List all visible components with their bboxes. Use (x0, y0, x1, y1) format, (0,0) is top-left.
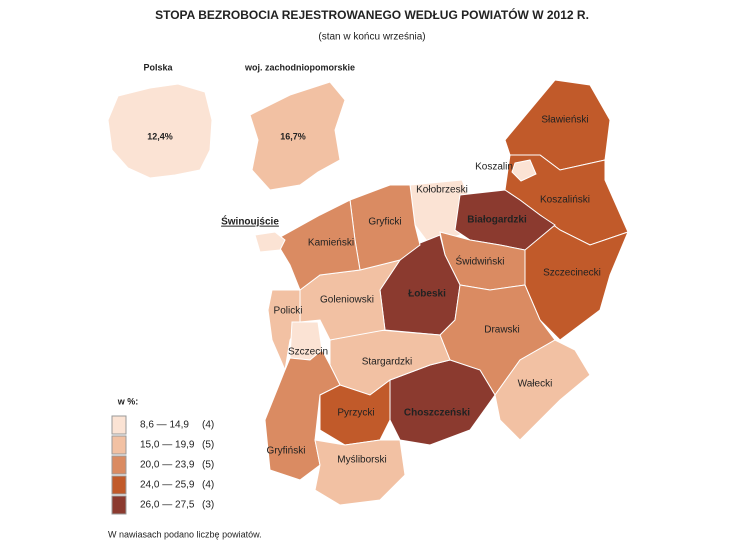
county-label: Gryfiński (267, 446, 306, 457)
county (274, 199, 361, 291)
legend-swatch (111, 435, 127, 455)
inset-name: Polska (143, 62, 173, 72)
county-label: Myśliborski (337, 455, 386, 466)
county (314, 439, 406, 506)
county-label: Kamieński (308, 238, 354, 249)
county-label: Świnoujście (221, 215, 279, 228)
county (454, 189, 556, 251)
inset-region (249, 81, 346, 191)
county (319, 379, 391, 446)
county-label: Wałecki (518, 379, 553, 390)
county-labels: Sławieński Koszaliński Koszalin Szczecineck… (221, 115, 601, 466)
inset-name: woj. zachodniopomorskie (244, 62, 355, 72)
legend-count: (5) (202, 440, 214, 451)
county (494, 339, 591, 441)
county (511, 159, 537, 182)
county-label: Koszaliński (540, 195, 590, 206)
legend-range: 20,0 — 23,9 (140, 460, 195, 471)
county-label: Łobeski (408, 289, 446, 300)
inset-value: 16,7% (280, 131, 306, 141)
county-label: Stargardzki (362, 357, 413, 368)
legend-swatch (111, 415, 127, 435)
county-label: Choszczeński (404, 408, 470, 419)
county-label: Pyrzycki (337, 408, 374, 419)
county (254, 231, 286, 253)
county-label: Goleniowski (320, 295, 374, 306)
county-label: Policki (274, 306, 303, 317)
legend-range: 8,6 — 14,9 (140, 420, 189, 431)
legend-count: (3) (202, 500, 214, 511)
counties (254, 79, 629, 506)
legend-swatch (111, 495, 127, 515)
county-label: Gryficki (368, 217, 401, 228)
county-label: Drawski (484, 325, 520, 336)
legend-count: (5) (202, 460, 214, 471)
county-label: Świdwiński (456, 255, 505, 268)
legend-title: w %: (117, 396, 139, 406)
subtitle: (stan w końcu września) (318, 32, 425, 43)
county-label: Kołobrzeski (416, 185, 468, 196)
county-label: Szczecinecki (543, 268, 601, 279)
title: STOPA BEZROBOCIA REJESTROWANEGO WEDŁUG P… (155, 7, 589, 22)
legend-range: 15,0 — 19,9 (140, 440, 195, 451)
county-label: Szczecin (288, 347, 328, 358)
county-label: Koszalin (475, 162, 513, 173)
footnote: W nawiasach podano liczbę powiatów. (108, 529, 262, 539)
legend-swatch (111, 455, 127, 475)
county-label: Białogardzki (467, 215, 527, 226)
legend-swatch (111, 475, 127, 495)
inset-poland (107, 83, 213, 179)
county (267, 289, 301, 372)
legend: 8,6 — 14,9 (4) 15,0 — 19,9 (5) 20,0 — 23,9 (5… (111, 415, 214, 515)
county-label: Sławieński (541, 115, 588, 126)
legend-range: 24,0 — 25,9 (140, 480, 195, 491)
inset-value: 12,4% (147, 131, 173, 141)
legend-count: (4) (202, 480, 214, 491)
legend-range: 26,0 — 27,5 (140, 500, 195, 511)
legend-count: (4) (202, 420, 214, 431)
